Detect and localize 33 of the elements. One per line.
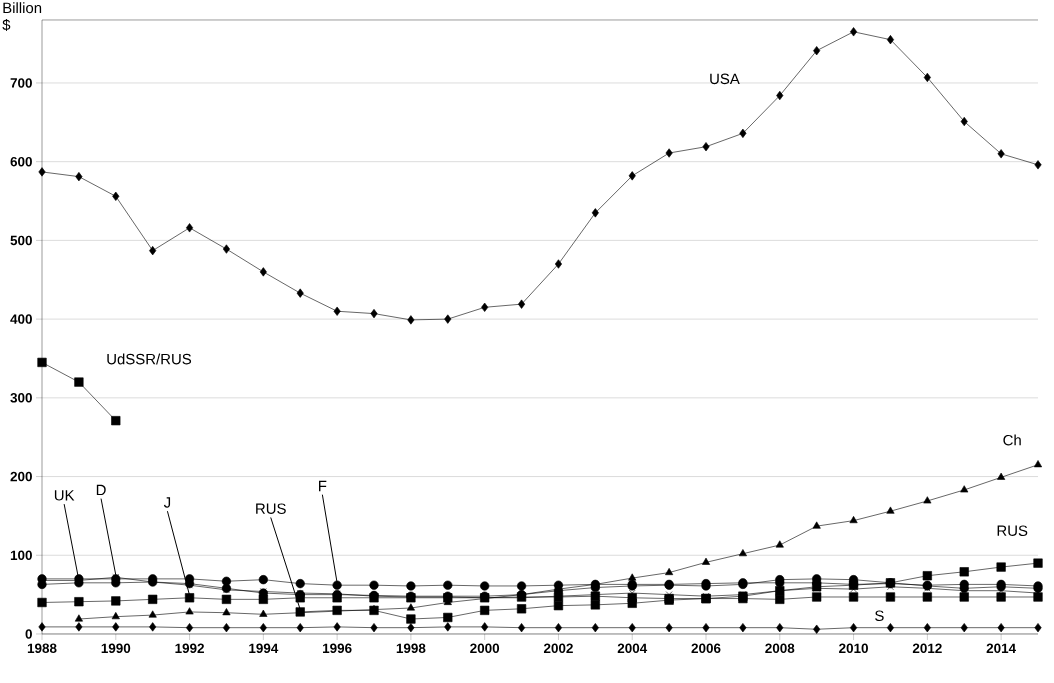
y-tick-label: 300 [10,393,32,403]
text: USA [710,73,740,85]
x-tick-label: 2004 [617,643,648,654]
x-tick-label: 2012 [912,643,942,654]
text: D [96,484,106,496]
text: RUS [256,503,286,514]
x-tick-label: 1990 [101,643,131,654]
y-tick-label: 200 [10,471,32,482]
text: F [319,480,327,492]
x-tick-label: 1998 [396,643,426,654]
x-tick-label: 2014 [986,643,1016,654]
x-tick-label: 2002 [543,643,573,654]
text: J [163,497,171,508]
y-tick-label: 500 [10,235,32,246]
x-tick-label: 2000 [470,643,500,654]
y-tick-label: 700 [10,78,32,88]
text: UK [54,490,75,501]
series-label: RUS [997,525,1028,536]
y-axis-title: Billion $ [2,2,42,31]
x-tick-label: 2010 [839,643,868,654]
y-tick-label: 600 [10,156,32,167]
y-tick-label: 100 [10,550,32,561]
x-tick-label: 1996 [323,643,352,654]
series-label: UdSSR/RUS [107,353,192,365]
x-tick-label: 1994 [249,643,279,654]
x-tick-label: 1992 [175,643,204,654]
series-label: S [875,610,884,622]
x-tick-label: 2006 [691,643,721,654]
y-tick-label: 0 [25,629,32,639]
series-label: Ch [1003,434,1021,446]
x-tick-label: 2008 [765,643,795,654]
x-tick-label: 1988 [27,643,57,654]
y-tick-label: 400 [10,314,32,324]
